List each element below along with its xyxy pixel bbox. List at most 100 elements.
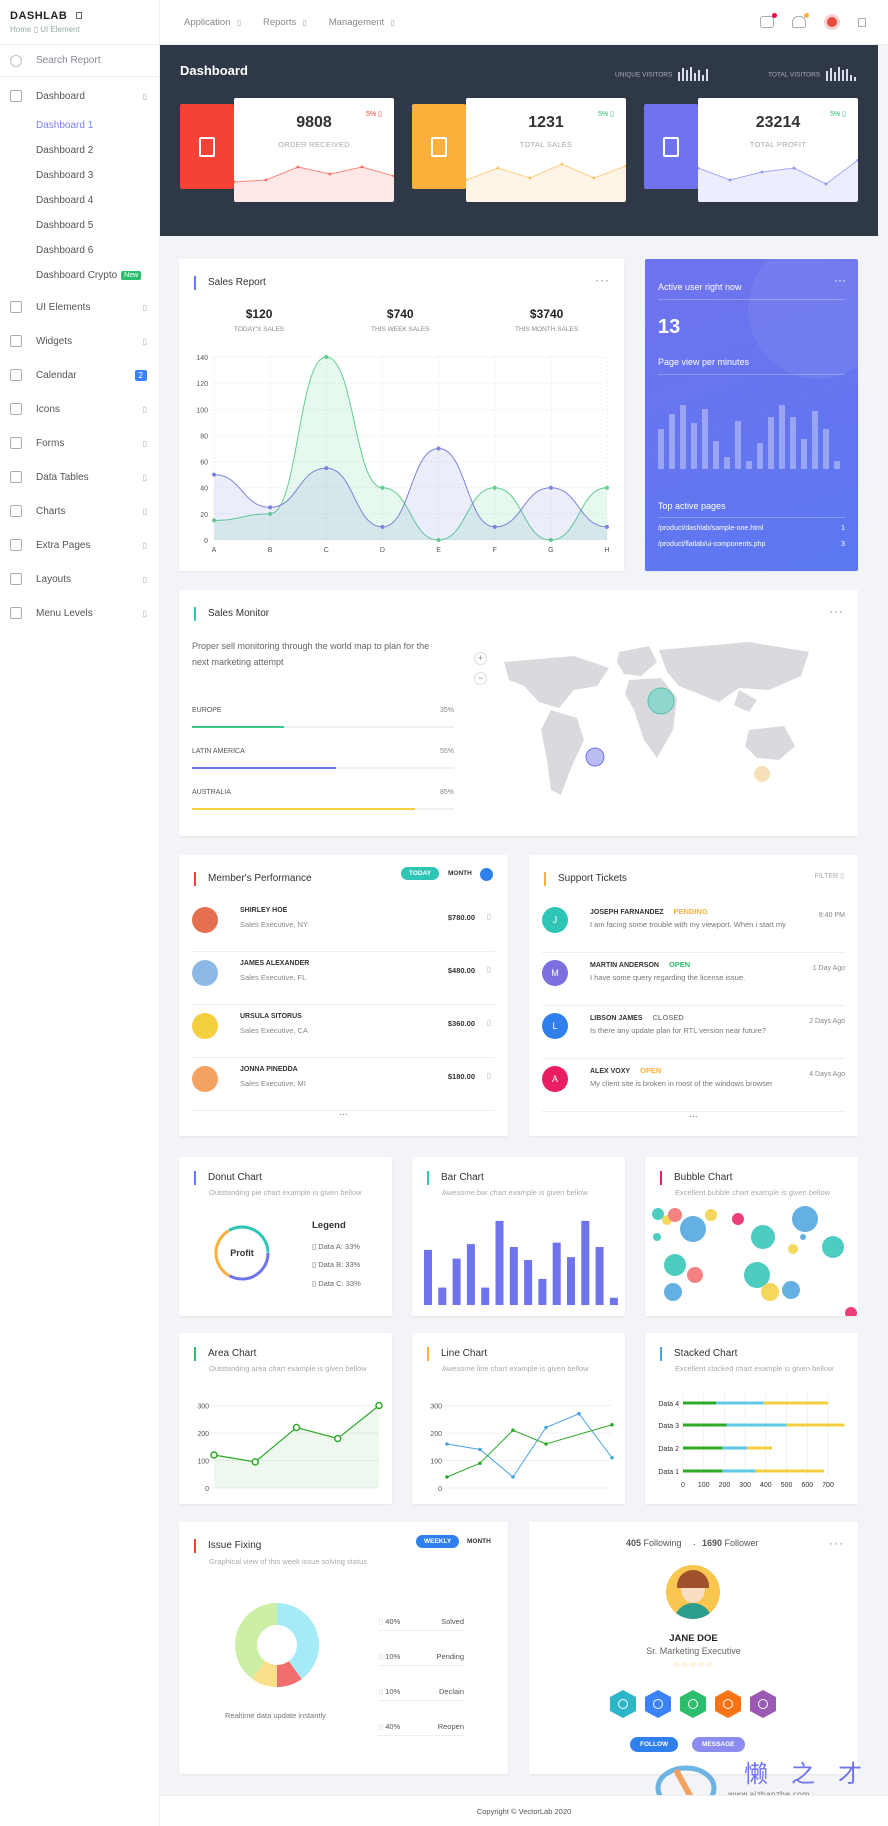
region-percent: 85% (439, 789, 454, 796)
sidebar-item-ui-elements[interactable]: UI Elements ▯ (0, 290, 159, 324)
member-row[interactable]: JAMES ALEXANDER Sales Executive, FL $480.0… (192, 953, 495, 1005)
world-map[interactable] (179, 590, 858, 836)
y-tick-label: Data 4 (658, 1401, 679, 1408)
menu-reports[interactable]: Reports ▯ (263, 17, 307, 28)
more-options-icon[interactable]: ··· (829, 604, 844, 618)
ticket-row[interactable]: J JOSEPH FARNANDEZ PENDING I am facing some… (542, 900, 845, 953)
breadcrumb: Home ▯ UI Element (10, 25, 80, 34)
subitem-label: Dashboard 4 (36, 195, 94, 206)
panel-title: Donut Chart (194, 1171, 262, 1185)
message-button[interactable]: MESSAGE (692, 1737, 745, 1752)
page-view-bar (724, 457, 730, 469)
more-button[interactable]: ... (339, 1107, 348, 1118)
refresh-icon[interactable] (480, 868, 493, 881)
line-chart-panel: Line Chart Awesome line chart example is… (412, 1333, 625, 1504)
panel-subtitle: Awesome bar chart example is given bello… (442, 1188, 588, 1197)
member-row[interactable]: SHIRLEY HOE Sales Executive, NY $780.00 ▯ (192, 900, 495, 952)
kpi-month: $3740 THIS MONTH SALES (515, 307, 578, 333)
sidebar-item-widgets[interactable]: Widgets ▯ (0, 324, 159, 358)
sidebar-item-dashboard[interactable]: Dashboard ▯ (0, 79, 159, 113)
issue-legend-row: ▯ 10% Declain (379, 1687, 464, 1701)
search-input[interactable]: Search Report (0, 45, 159, 77)
ticket-row[interactable]: L LIBSON JAMES CLOSED Is there any update p… (542, 1006, 845, 1059)
weekly-tab[interactable]: WEEKLY (416, 1535, 460, 1548)
menu-toggle-icon[interactable] (76, 12, 83, 19)
month-tab[interactable]: MONTH (448, 870, 472, 877)
chevron-icon: ▯ (486, 1018, 491, 1027)
sidebar-item-data-tables[interactable]: Data Tables ▯ (0, 460, 159, 494)
more-button[interactable]: ... (689, 1109, 698, 1120)
sidebar-item-forms[interactable]: Forms ▯ (0, 426, 159, 460)
region-name: AUSTRALIA (192, 789, 231, 796)
sidebar-item-extra-pages[interactable]: Extra Pages ▯ (0, 528, 159, 562)
bar-chart-panel: Bar Chart Awesome bar chart example is g… (412, 1157, 625, 1316)
zoom-in-button[interactable]: + (474, 652, 487, 665)
more-options-icon[interactable]: ··· (595, 273, 610, 287)
dashboard-icon (10, 90, 22, 102)
sidebar-item-label: UI Elements (36, 301, 91, 313)
filter-button[interactable]: FILTER ▯ (814, 873, 844, 880)
data-point (445, 1442, 449, 1446)
sidebar-item-label: Dashboard (36, 90, 85, 102)
member-amount: $180.00 (447, 1072, 475, 1081)
sparkline-point (392, 174, 394, 178)
stat-change: 5% ▯ (366, 111, 382, 118)
sidebar-subitem[interactable]: Dashboard 4 (0, 188, 159, 213)
issue-label: Reopen (437, 1722, 464, 1731)
menu-application[interactable]: Application ▯ (184, 17, 241, 28)
top-page-url[interactable]: /product/dashlab/sample-one.html (658, 525, 764, 532)
ticket-row[interactable]: A ALEX VOXY OPEN My client site is broken i… (542, 1059, 845, 1112)
member-row[interactable]: JONNA PINEDDA Sales Executive, MI $180.00 ▯ (192, 1059, 495, 1111)
stack-segment (722, 1446, 748, 1450)
sidebar-item-layouts[interactable]: Layouts ▯ (0, 562, 159, 596)
ticket-message: My client site is broken in most of the … (590, 1079, 773, 1088)
active-title: Active user right now (658, 282, 742, 292)
sidebar-subitem[interactable]: Dashboard 3 (0, 163, 159, 188)
sidebar-subitem[interactable]: Dashboard 1 (0, 113, 159, 138)
region-bubble-latam (585, 747, 605, 767)
top-page-url[interactable]: /product/flatlab/ui-components.php (658, 541, 766, 548)
data-point (445, 1475, 449, 1479)
stack-segment (683, 1401, 717, 1405)
settings-icon[interactable] (858, 17, 866, 27)
support-tickets-panel: Support Tickets FILTER ▯ J JOSEPH FARNAND… (529, 855, 858, 1136)
sidebar-subitem[interactable]: Dashboard 6 (0, 238, 159, 263)
rating-stars: ☆☆☆☆☆ (673, 1660, 714, 1669)
pie-slice (277, 1603, 319, 1679)
sidebar-subitem[interactable]: Dashboard Crypto New (0, 263, 159, 288)
ticket-sender: LIBSON JAMES CLOSED (590, 1013, 684, 1022)
month-tab[interactable]: MONTH (467, 1538, 491, 1545)
sidebar-subitem[interactable]: Dashboard 2 (0, 138, 159, 163)
menu-management[interactable]: Management ▯ (329, 17, 395, 28)
sidebar-item-calendar[interactable]: Calendar 2 (0, 358, 159, 392)
sidebar-item-menu-levels[interactable]: Menu Levels ▯ (0, 596, 159, 630)
bar-chart (424, 1220, 618, 1305)
follow-button[interactable]: FOLLOW (630, 1737, 679, 1752)
issue-percent: 40% (385, 1722, 401, 1731)
sidebar-item-charts[interactable]: Charts ▯ (0, 494, 159, 528)
more-options-icon[interactable]: ··· (829, 1536, 844, 1550)
bell-icon[interactable] (792, 13, 809, 28)
layers-icon (10, 301, 22, 313)
sidebar-subitem[interactable]: Dashboard 5 (0, 213, 159, 238)
sparkline-point (592, 176, 596, 180)
y-tick-label: 0 (204, 538, 208, 545)
sparkline-point (824, 182, 828, 186)
more-options-icon[interactable]: ··· (834, 273, 846, 287)
x-tick-label: 0 (681, 1482, 685, 1489)
today-tab[interactable]: TODAY (401, 867, 440, 880)
sidebar-item-icons[interactable]: Icons ▯ (0, 392, 159, 426)
legend-item: ▯ Data A: 33% (312, 1242, 360, 1251)
avatar[interactable] (824, 14, 840, 30)
data-point (492, 524, 497, 529)
member-name: SHIRLEY HOE (240, 907, 288, 914)
zoom-out-button[interactable]: − (474, 672, 487, 685)
subitem-label: Dashboard 2 (36, 145, 94, 156)
stack-segment (716, 1401, 764, 1405)
member-row[interactable]: URSULA SITORUS Sales Executive, CA $360.00… (192, 1006, 495, 1058)
kpi-label: THIS MONTH SALES (515, 326, 579, 333)
chat-icon[interactable] (760, 13, 777, 28)
ticket-row[interactable]: M MARTIN ANDERSON OPEN I have some query re… (542, 953, 845, 1006)
active-count: 13 (658, 316, 681, 338)
x-tick-label: 300 (739, 1482, 751, 1489)
